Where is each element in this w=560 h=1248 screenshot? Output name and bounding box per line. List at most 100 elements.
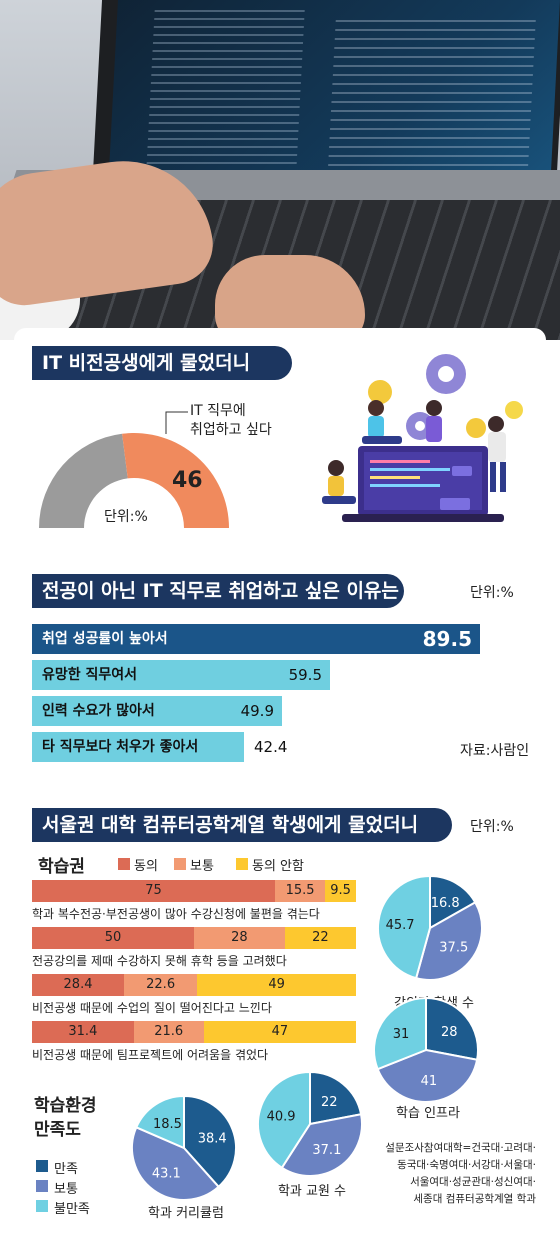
stacked-row: 50 28 22 bbox=[32, 927, 356, 949]
developers-illustration bbox=[322, 354, 523, 522]
stacked-row-caption: 전공강의를 제때 수강하지 못해 휴학 등을 고려했다 bbox=[32, 954, 287, 968]
stack-segment: 9.5 bbox=[325, 880, 356, 902]
reason-bar: 타 직무보다 처우가 좋아서 42.4 bbox=[32, 732, 287, 762]
section3-unit: 단위:% bbox=[470, 819, 514, 835]
stacked-row-caption: 비전공생 때문에 수업의 질이 떨어진다고 느낀다 bbox=[32, 1001, 272, 1015]
env-legend-swatch bbox=[36, 1180, 48, 1192]
stacked-row: 31.4 21.6 47 bbox=[32, 1021, 356, 1043]
stack-segment: 22.6 bbox=[124, 974, 198, 996]
pie-slice bbox=[425, 996, 479, 1061]
note-line: 서울여대·성균관대·성신여대· bbox=[410, 1176, 536, 1188]
pie-slice bbox=[257, 1070, 311, 1170]
gauge-value: 46 bbox=[172, 468, 203, 493]
note-line: 동국대·숙명여대·서강대·서울대· bbox=[397, 1159, 536, 1171]
legend-swatch bbox=[118, 858, 130, 870]
infographic-card: IT 비전공생에게 물었더니 IT 직무에 취업하고 싶다 46 단위:% bbox=[14, 328, 546, 1238]
pie-slice-label: 43.1 bbox=[152, 1166, 181, 1181]
legend-label: 동의 안함 bbox=[252, 859, 304, 874]
callout-leader bbox=[165, 411, 188, 434]
pie-slice bbox=[134, 1094, 185, 1150]
laptop-photo bbox=[0, 0, 560, 340]
learning-rights-subtitle: 학습권 bbox=[38, 857, 85, 877]
pie-slice-label: 38.4 bbox=[198, 1131, 227, 1146]
half-donut-chart bbox=[39, 433, 229, 528]
pie-slice-label: 28 bbox=[441, 1025, 458, 1040]
satisfaction-pie: 28 41 31 bbox=[373, 996, 479, 1103]
stack-segment: 49 bbox=[197, 974, 356, 996]
stack-segment: 21.6 bbox=[133, 1021, 204, 1043]
stacked-row-caption: 학과 복수전공·부전공생이 많아 수강신청에 불편을 겪는다 bbox=[32, 907, 320, 921]
env-legend-swatch bbox=[36, 1160, 48, 1172]
source-label: 자료:사람인 bbox=[460, 743, 530, 759]
stack-segment: 47 bbox=[203, 1021, 356, 1043]
section2-unit: 단위:% bbox=[470, 585, 514, 601]
pie-slice-label: 16.8 bbox=[431, 896, 460, 911]
stacked-row-caption: 비전공생 때문에 팀프로젝트에 어려움을 겪었다 bbox=[32, 1048, 269, 1062]
reason-bar-label: 취업 성공률이 높아서 bbox=[42, 631, 168, 647]
pie-caption: 학과 교원 수 bbox=[277, 1184, 347, 1199]
legend-swatch bbox=[236, 858, 248, 870]
legend-swatch bbox=[174, 858, 186, 870]
pie-slice-label: 22 bbox=[321, 1095, 338, 1110]
pie-slice-label: 37.5 bbox=[439, 941, 468, 956]
satisfaction-pie: 38.4 43.1 18.5 bbox=[131, 1094, 237, 1201]
survey-note: 설문조사참여대학=건국대·고려대· 동국대·숙명여대·서강대·서울대· 서울여대… bbox=[385, 1140, 536, 1208]
reason-bar-label: 인력 수요가 많아서 bbox=[42, 703, 155, 719]
reason-bar-value: 89.5 bbox=[422, 627, 472, 651]
satisfaction-pie: 16.8 37.5 45.7 bbox=[377, 874, 483, 981]
pie-slice-label: 40.9 bbox=[267, 1109, 296, 1124]
stack-segment: 31.4 bbox=[32, 1021, 134, 1043]
pie-slice-label: 18.5 bbox=[153, 1117, 182, 1132]
pie-caption: 학과 커리큘럼 bbox=[148, 1206, 224, 1221]
stack-segment: 75 bbox=[32, 880, 275, 902]
pie-slice bbox=[414, 901, 483, 981]
pie-slice-label: 41 bbox=[421, 1074, 438, 1089]
reason-bar-label: 유망한 직무여서 bbox=[42, 667, 138, 683]
stacked-row: 28.4 22.6 49 bbox=[32, 974, 356, 996]
env-legend-label: 불만족 bbox=[54, 1202, 90, 1217]
env-title-line1: 학습환경 bbox=[34, 1096, 97, 1116]
stack-segment: 50 bbox=[32, 927, 194, 949]
stack-segment: 22 bbox=[284, 927, 356, 949]
pie-caption: 학습 인프라 bbox=[396, 1106, 460, 1121]
callout-line1: IT 직무에 bbox=[190, 403, 246, 419]
legend-label: 동의 bbox=[134, 859, 158, 874]
satisfaction-pie: 22 37.1 40.9 bbox=[257, 1070, 363, 1177]
pie-slice bbox=[377, 874, 431, 980]
env-title: 학습환경 만족도 bbox=[34, 1094, 97, 1142]
pie-slice-label: 37.1 bbox=[312, 1143, 341, 1158]
pie-slice bbox=[373, 996, 427, 1071]
pie-slice-label: 45.7 bbox=[386, 918, 415, 933]
callout-line2: 취업하고 싶다 bbox=[190, 422, 272, 438]
reason-bar-label: 타 직무보다 처우가 좋아서 bbox=[42, 739, 199, 755]
gauge-rest-arc bbox=[39, 433, 128, 528]
stack-segment: 28.4 bbox=[32, 974, 125, 996]
note-line: 세종대 컴퓨터공학계열 학과 bbox=[413, 1193, 536, 1205]
reason-bar-value: 42.4 bbox=[254, 738, 288, 756]
stack-segment: 28 bbox=[194, 927, 285, 949]
reason-bar: 유망한 직무여서 59.5 bbox=[32, 660, 330, 690]
env-legend-label: 보통 bbox=[54, 1182, 78, 1197]
section2-title: 전공이 아닌 IT 직무로 취업하고 싶은 이유는 bbox=[32, 574, 404, 608]
pie-slice bbox=[183, 1094, 237, 1189]
gauge-callout: IT 직무에 취업하고 싶다 bbox=[190, 402, 272, 440]
reason-bar: 취업 성공률이 높아서 89.5 bbox=[32, 624, 480, 654]
stacked-row: 75 15.5 9.5 bbox=[32, 880, 356, 902]
legend-label: 보통 bbox=[190, 859, 214, 874]
env-legend-label: 만족 bbox=[54, 1162, 78, 1177]
gauge-want-arc bbox=[122, 433, 229, 528]
note-line: 설문조사참여대학=건국대·고려대· bbox=[385, 1142, 536, 1154]
section1-unit: 단위:% bbox=[104, 509, 148, 525]
section1-title: IT 비전공생에게 물었더니 bbox=[32, 346, 292, 380]
env-legend-swatch bbox=[36, 1200, 48, 1212]
reason-bar-value: 49.9 bbox=[240, 702, 274, 720]
reason-bar: 인력 수요가 많아서 49.9 bbox=[32, 696, 282, 726]
pie-slice-label: 31 bbox=[393, 1027, 410, 1042]
section3-title: 서울권 대학 컴퓨터공학계열 학생에게 물었더니 bbox=[32, 808, 452, 842]
reason-bar-value: 59.5 bbox=[288, 666, 322, 684]
stack-segment: 15.5 bbox=[275, 880, 326, 902]
pie-slice bbox=[309, 1070, 363, 1126]
pie-slice bbox=[376, 1048, 479, 1103]
env-title-line2: 만족도 bbox=[34, 1120, 81, 1140]
pie-slice bbox=[131, 1126, 221, 1201]
